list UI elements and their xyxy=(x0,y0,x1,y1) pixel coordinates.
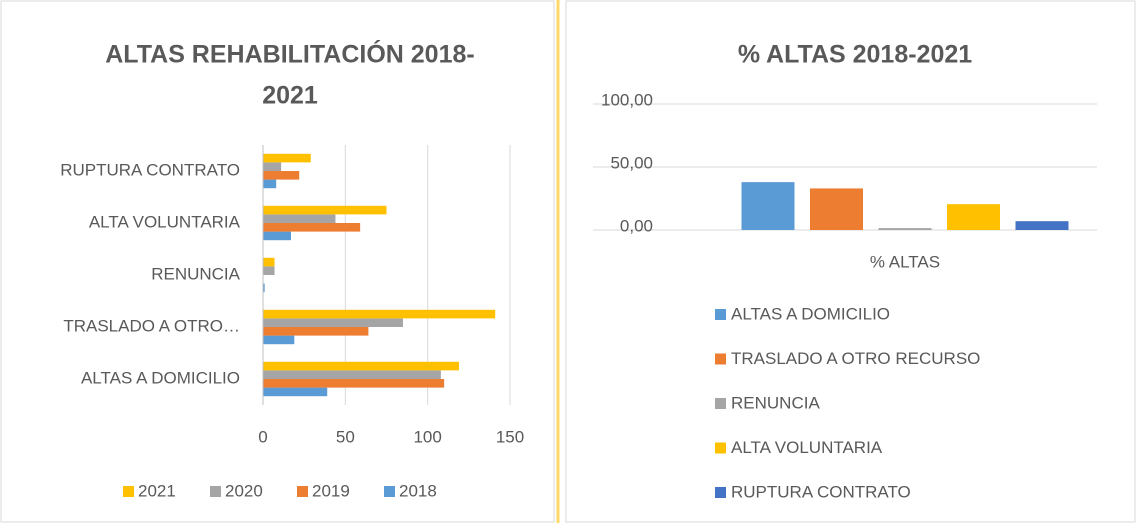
legend-label: RUPTURA CONTRATO xyxy=(731,482,911,501)
bar xyxy=(263,153,311,163)
bar xyxy=(263,231,291,241)
bar xyxy=(263,327,369,336)
left-panel xyxy=(0,0,555,523)
legend-label: 2019 xyxy=(312,481,350,500)
x-tick-label: 100 xyxy=(413,427,441,446)
x-tick-label: 150 xyxy=(496,427,524,446)
legend-swatch xyxy=(384,486,395,497)
right-panel xyxy=(565,0,1136,523)
bar xyxy=(741,182,795,230)
bar xyxy=(263,370,441,379)
legend-label: 2020 xyxy=(225,481,263,500)
y-tick-label: 0,00 xyxy=(620,216,653,235)
legend-swatch xyxy=(715,353,726,365)
legend-swatch xyxy=(715,309,726,320)
bar xyxy=(947,204,1000,230)
bar xyxy=(263,179,277,189)
legend-swatch xyxy=(297,486,308,497)
x-tick-label: 0 xyxy=(258,427,267,446)
bar xyxy=(263,257,275,267)
bar xyxy=(263,318,403,327)
legend-label: TRASLADO A OTRO RECURSO xyxy=(731,349,980,368)
y-tick-label: ALTA VOLUNTARIA xyxy=(89,212,241,231)
legend-label: 2018 xyxy=(399,481,437,500)
legend-label: RENUNCIA xyxy=(731,393,820,412)
bar xyxy=(263,387,328,397)
legend-swatch xyxy=(123,486,134,497)
bar xyxy=(263,379,445,388)
y-tick-label: 100,00 xyxy=(601,90,653,109)
legend-swatch xyxy=(715,398,726,409)
bar xyxy=(263,162,282,171)
y-tick-label: 50,00 xyxy=(610,153,653,172)
legend-label: ALTA VOLUNTARIA xyxy=(731,438,883,457)
x-tick-label: % ALTAS xyxy=(870,252,940,271)
legend-swatch xyxy=(210,486,221,497)
legend-label: 2021 xyxy=(138,481,176,500)
bar xyxy=(878,228,932,230)
bar xyxy=(263,171,300,180)
legend-label: ALTAS A DOMICILIO xyxy=(731,304,890,323)
bar xyxy=(810,188,863,230)
chart-title: 2021 xyxy=(262,82,318,110)
legend-swatch xyxy=(715,487,726,498)
y-tick-label: ALTAS A DOMICILIO xyxy=(81,368,240,387)
bar xyxy=(263,205,387,215)
chart-title: ALTAS REHABILITACIÓN 2018- xyxy=(105,39,474,69)
y-tick-label: RUPTURA CONTRATO xyxy=(60,160,240,179)
legend-swatch xyxy=(715,442,726,454)
bar xyxy=(263,309,496,319)
x-tick-label: 50 xyxy=(336,427,355,446)
chart-title: % ALTAS 2018-2021 xyxy=(738,41,972,69)
bar xyxy=(263,361,459,371)
y-tick-label: RENUNCIA xyxy=(151,264,240,283)
bar xyxy=(1015,221,1069,230)
bar xyxy=(263,214,336,223)
y-tick-label: TRASLADO A OTRO… xyxy=(63,316,240,335)
bar xyxy=(263,335,295,345)
bar xyxy=(263,283,265,293)
bar xyxy=(263,223,361,232)
bar xyxy=(263,266,275,275)
